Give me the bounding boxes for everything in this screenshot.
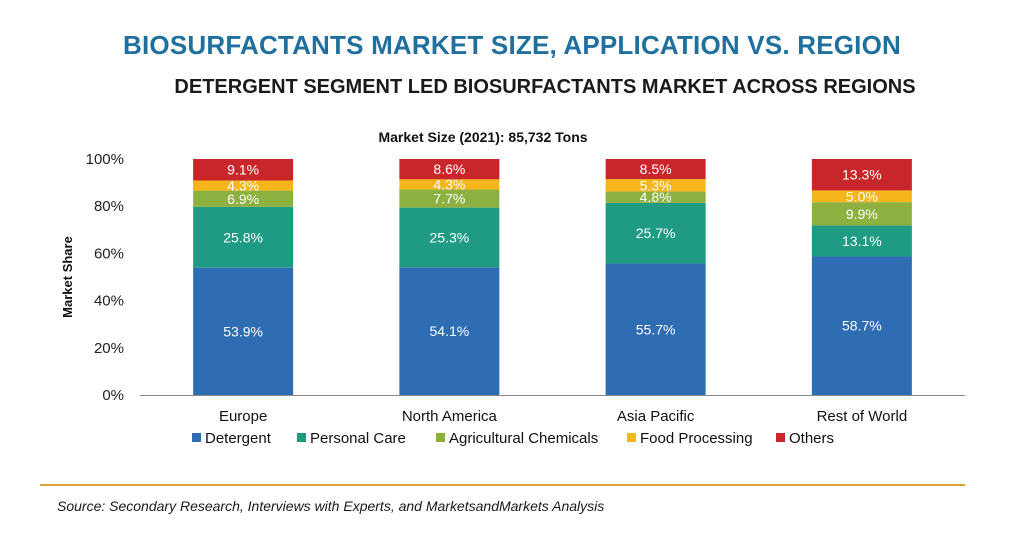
legend-swatch: [627, 433, 636, 442]
y-tick-label: 60%: [94, 245, 124, 262]
bar-segment: [193, 180, 294, 191]
x-tick-label: Europe: [219, 408, 267, 425]
data-label: 9.9%: [846, 206, 878, 222]
legend-label: Personal Care: [310, 430, 406, 447]
bar-segment: [193, 267, 294, 395]
legend-swatch: [192, 433, 201, 442]
bar-segment: [605, 159, 706, 180]
y-tick-label: 0%: [102, 387, 124, 404]
data-label: 5.3%: [640, 177, 672, 193]
data-label: 54.1%: [430, 323, 470, 339]
data-label: 25.8%: [223, 229, 263, 245]
data-label: 5.0%: [846, 188, 878, 204]
bar-segment: [811, 202, 912, 226]
legend-swatch: [436, 433, 445, 442]
legend-swatch: [776, 433, 785, 442]
data-label: 58.7%: [842, 318, 882, 334]
y-tick-label: 100%: [86, 151, 124, 168]
y-tick-label: 20%: [94, 340, 124, 357]
source-note: Source: Secondary Research, Interviews w…: [57, 498, 605, 514]
bar-segment: [193, 190, 294, 207]
data-label: 25.3%: [430, 229, 470, 245]
y-tick-label: 80%: [94, 198, 124, 215]
chart-title: Market Size (2021): 85,732 Tons: [378, 129, 587, 145]
data-label: 4.3%: [433, 176, 465, 192]
bar-segment: [605, 179, 706, 192]
y-tick-label: 40%: [94, 293, 124, 310]
legend-swatch: [297, 433, 306, 442]
data-label: 55.7%: [636, 321, 676, 337]
data-label: 9.1%: [227, 162, 259, 178]
data-label: 8.5%: [640, 161, 672, 177]
bar-segment: [399, 189, 500, 208]
bar-segment: [193, 159, 294, 181]
bar-segment: [605, 263, 706, 395]
bar-segment: [193, 206, 294, 268]
page-title: BIOSURFACTANTS MARKET SIZE, APPLICATION …: [123, 30, 901, 60]
data-label: 13.1%: [842, 233, 882, 249]
data-label: 25.7%: [636, 225, 676, 241]
y-axis-label: Market Share: [60, 236, 75, 318]
data-label: 7.7%: [433, 191, 465, 207]
data-label: 13.3%: [842, 167, 882, 183]
x-tick-label: Rest of World: [817, 408, 908, 425]
bar-segment: [399, 179, 500, 190]
data-label: 53.9%: [223, 323, 263, 339]
x-tick-label: Asia Pacific: [617, 408, 695, 425]
data-label: 6.9%: [227, 191, 259, 207]
legend-label: Detergent: [205, 430, 272, 447]
bar-segment: [811, 256, 912, 395]
bar-segment: [811, 190, 912, 203]
data-label: 8.6%: [433, 161, 465, 177]
data-label: 4.3%: [227, 178, 259, 194]
footer-divider: [40, 484, 965, 486]
bar-segment: [605, 202, 706, 264]
bar-segment: [605, 191, 706, 203]
x-tick-label: North America: [402, 408, 498, 425]
stacked-bar-chart: Market Size (2021): 85,732 Tons 0% 20% 40% 6…: [60, 129, 965, 447]
bar-segment: [399, 159, 500, 180]
legend-label: Food Processing: [640, 430, 753, 447]
legend-label: Others: [789, 430, 834, 447]
bar-segment: [399, 207, 500, 268]
page-subtitle: DETERGENT SEGMENT LED BIOSURFACTANTS MAR…: [174, 76, 916, 98]
data-label: 4.8%: [640, 189, 672, 205]
bar-segment: [399, 267, 500, 395]
legend-label: Agricultural Chemicals: [449, 430, 598, 447]
bar-segment: [811, 225, 912, 257]
bar-segment: [811, 159, 912, 191]
